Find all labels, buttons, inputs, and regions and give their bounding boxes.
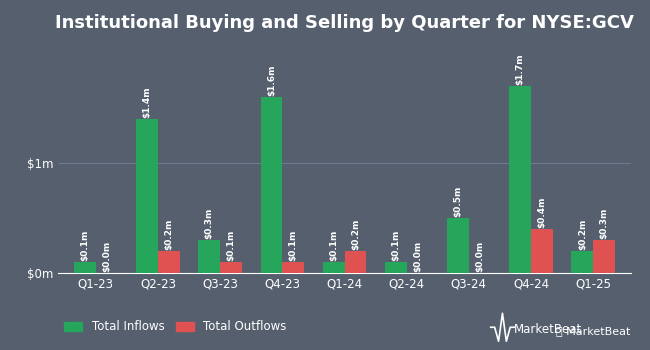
Text: $1.7m: $1.7m	[515, 53, 525, 85]
Bar	[220, 262, 242, 273]
Text: $0.1m: $0.1m	[289, 229, 298, 261]
Bar	[261, 97, 282, 273]
Text: $0.2m: $0.2m	[351, 218, 360, 250]
Text: $0.2m: $0.2m	[578, 218, 587, 250]
Bar	[447, 218, 469, 273]
Text: $0.1m: $0.1m	[329, 229, 338, 261]
Bar	[282, 262, 304, 273]
Text: $0.4m: $0.4m	[538, 196, 547, 228]
Bar	[198, 240, 220, 273]
Text: $0.3m: $0.3m	[205, 207, 214, 239]
Bar	[74, 262, 96, 273]
Bar	[344, 251, 366, 273]
Text: ⨿ MarketBeat: ⨿ MarketBeat	[556, 326, 630, 336]
Title: Institutional Buying and Selling by Quarter for NYSE:GCV: Institutional Buying and Selling by Quar…	[55, 14, 634, 32]
Bar	[531, 229, 552, 273]
Text: $0.0m: $0.0m	[475, 240, 484, 272]
Bar	[385, 262, 407, 273]
Text: $0.1m: $0.1m	[391, 229, 400, 261]
Text: $0.1m: $0.1m	[227, 229, 235, 261]
Bar	[158, 251, 180, 273]
Bar	[509, 86, 531, 273]
Text: $0.5m: $0.5m	[454, 185, 462, 217]
Text: $0.2m: $0.2m	[164, 218, 174, 250]
Bar	[136, 119, 158, 273]
Text: MarketBeat: MarketBeat	[514, 323, 582, 336]
Text: $0.0m: $0.0m	[102, 240, 111, 272]
Text: $1.6m: $1.6m	[267, 64, 276, 96]
Bar	[593, 240, 615, 273]
Text: $0.3m: $0.3m	[599, 207, 608, 239]
Legend: Total Inflows, Total Outflows: Total Inflows, Total Outflows	[64, 321, 287, 334]
Bar	[323, 262, 345, 273]
Text: $1.4m: $1.4m	[142, 86, 151, 118]
Text: $0.0m: $0.0m	[413, 240, 422, 272]
Bar	[571, 251, 593, 273]
Text: $0.1m: $0.1m	[81, 229, 90, 261]
